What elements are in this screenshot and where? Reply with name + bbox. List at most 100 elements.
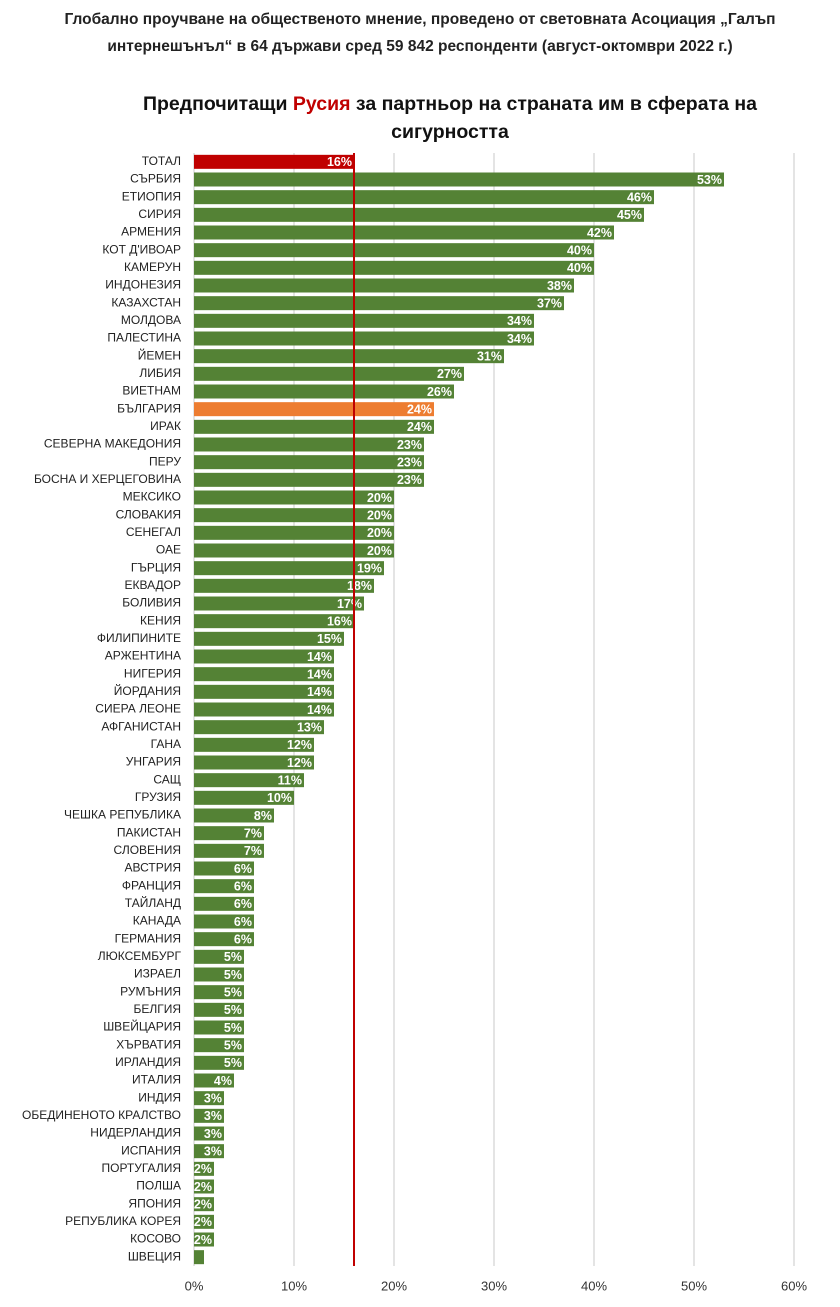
value-label: 5% <box>224 1056 242 1070</box>
y-tick-label: ГЕРМАНИЯ <box>115 931 181 945</box>
x-tick-label: 20% <box>381 1278 407 1293</box>
y-tick-label: ЧЕШКА РЕПУБЛИКА <box>64 808 181 822</box>
y-tick-label: КАЗАХСТАН <box>111 295 181 309</box>
title-part: Предпочитащи <box>142 93 288 115</box>
bar <box>194 720 324 735</box>
value-label: 24% <box>407 402 432 416</box>
value-label: 6% <box>234 862 252 876</box>
bar <box>194 631 344 646</box>
bar <box>194 455 424 470</box>
value-label: 3% <box>204 1144 222 1158</box>
value-label: 45% <box>617 208 642 222</box>
title-highlight: Русия <box>292 93 351 115</box>
bar <box>194 1161 214 1176</box>
y-tick-label: СИРИЯ <box>138 207 181 221</box>
y-tick-label: КАНАДА <box>133 914 181 928</box>
value-label: 27% <box>437 367 462 381</box>
y-tick-label: СЛОВАКИЯ <box>116 507 181 521</box>
x-tick-label: 60% <box>781 1278 807 1293</box>
bar <box>194 985 244 1000</box>
value-label: 34% <box>507 314 532 328</box>
bar <box>194 278 574 293</box>
y-tick-label: НИДЕРЛАНДИЯ <box>90 1126 181 1140</box>
value-label: 7% <box>244 844 262 858</box>
value-label: 5% <box>224 1003 242 1017</box>
bar <box>194 808 274 823</box>
value-label: 2% <box>194 1215 212 1229</box>
value-label: 3% <box>204 1109 222 1123</box>
bar <box>194 1091 224 1106</box>
value-label: 40% <box>567 243 592 257</box>
value-label: 23% <box>397 455 422 469</box>
bar <box>194 1126 224 1141</box>
y-tick-label: АВСТРИЯ <box>124 861 181 875</box>
x-tick-label: 30% <box>481 1278 507 1293</box>
bar <box>194 826 264 841</box>
value-label: 42% <box>587 226 612 240</box>
bar <box>194 154 354 169</box>
y-tick-label: АФГАНИСТАН <box>101 719 181 733</box>
value-label: 5% <box>224 985 242 999</box>
bar <box>194 967 244 982</box>
value-label: 11% <box>278 773 302 787</box>
y-tick-label: ГЪРЦИЯ <box>131 560 181 574</box>
bar <box>194 578 374 593</box>
bar <box>194 508 394 523</box>
y-tick-label: ЛИБИЯ <box>139 366 181 380</box>
y-tick-label: ИРЛАНДИЯ <box>115 1055 181 1069</box>
y-tick-label: СЕНЕГАЛ <box>126 525 181 539</box>
x-tick-label: 40% <box>581 1278 607 1293</box>
value-label: 26% <box>427 385 452 399</box>
bar <box>194 190 654 205</box>
bar <box>194 349 504 364</box>
bar <box>194 260 594 275</box>
value-label: 2% <box>194 1197 212 1211</box>
value-label: 14% <box>307 667 332 681</box>
y-tick-label: ИСПАНИЯ <box>121 1143 181 1157</box>
value-label: 23% <box>397 473 422 487</box>
y-tick-label: СЛОВЕНИЯ <box>114 843 181 857</box>
bar <box>194 437 424 452</box>
y-tick-label: ТОТАЛ <box>142 154 181 168</box>
value-label: 20% <box>367 508 392 522</box>
y-tick-label: ПАКИСТАН <box>117 825 181 839</box>
bar <box>194 1108 224 1123</box>
y-tick-label: ИТАЛИЯ <box>132 1073 181 1087</box>
bar <box>194 879 254 894</box>
bar <box>194 755 314 770</box>
y-tick-label: КОСОВО <box>130 1232 181 1246</box>
y-tick-label: ЛЮКСЕМБУРГ <box>98 949 182 963</box>
title-part: за партньор на страната им в сферата на … <box>355 93 757 143</box>
y-tick-label: ЙОРДАНИЯ <box>114 683 181 698</box>
value-label: 5% <box>224 950 242 964</box>
value-label: 14% <box>307 685 332 699</box>
y-tick-label: ОБЕДИНЕНОТО КРАЛСТВО <box>22 1108 181 1122</box>
value-label: 18% <box>347 579 372 593</box>
bar <box>194 649 334 664</box>
y-tick-label: ЙЕМЕН <box>138 347 181 362</box>
y-tick-label: БОСНА И ХЕРЦЕГОВИНА <box>34 472 181 486</box>
y-tick-label: ШВЕЦИЯ <box>128 1249 181 1263</box>
chart-title: Предпочитащи Русия за партньор на страна… <box>120 90 780 146</box>
bar <box>194 684 334 699</box>
y-tick-label: ОАЕ <box>156 543 181 557</box>
value-label: 14% <box>307 650 332 664</box>
bar <box>194 472 424 487</box>
y-tick-label: КОТ Д'ИВОАР <box>102 242 181 256</box>
bar <box>194 843 264 858</box>
bar <box>194 1020 244 1035</box>
bar <box>194 490 394 505</box>
y-tick-label: ВИЕТНАМ <box>122 384 181 398</box>
value-label: 23% <box>397 438 422 452</box>
y-tick-label: СЪРБИЯ <box>130 172 181 186</box>
value-label: 2% <box>194 1162 212 1176</box>
bar <box>194 1002 244 1017</box>
y-tick-label: ИНДОНЕЗИЯ <box>105 278 181 292</box>
y-tick-label: САЩ <box>153 772 181 786</box>
value-label: 6% <box>234 915 252 929</box>
y-tick-label: МЕКСИКО <box>123 490 181 504</box>
value-label: 20% <box>367 544 392 558</box>
bar <box>194 667 334 682</box>
bar <box>194 614 354 629</box>
